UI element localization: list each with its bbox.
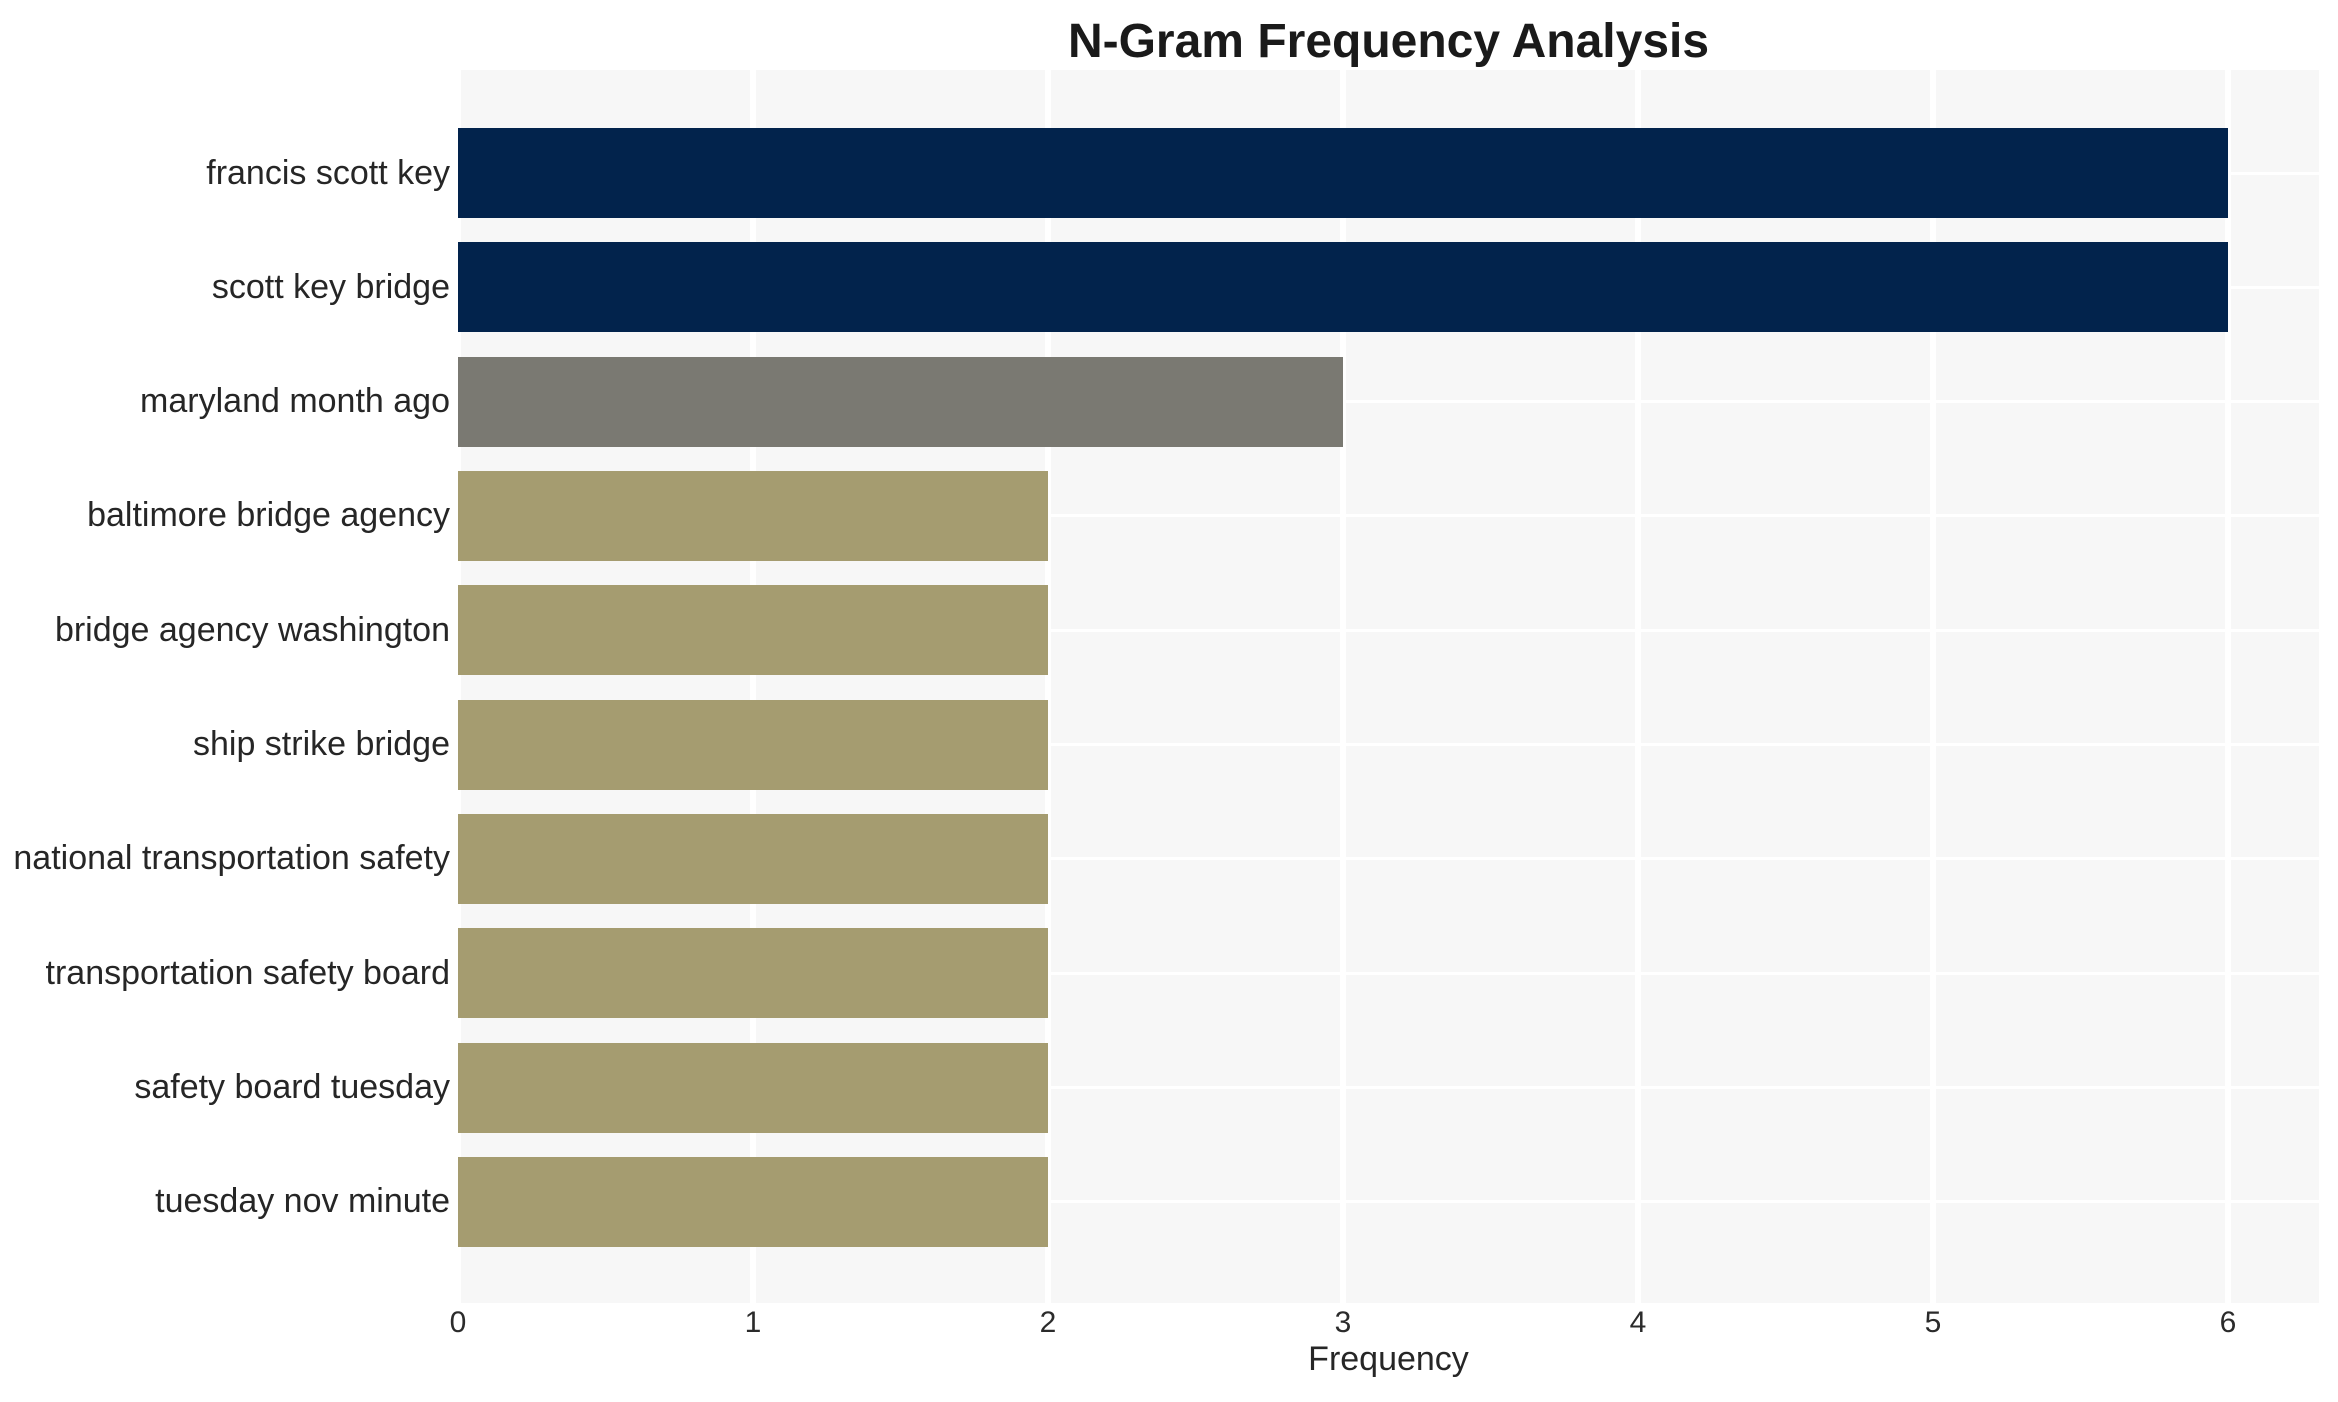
v-gridline — [1635, 70, 1641, 1303]
plot-area — [458, 70, 2319, 1303]
h-gridline — [458, 1200, 2319, 1204]
y-axis-label: maryland month ago — [140, 382, 450, 421]
y-axis-label: national transportation safety — [13, 839, 450, 878]
h-gridline — [458, 743, 2319, 747]
v-gridline — [2225, 70, 2231, 1303]
bar — [458, 928, 1048, 1019]
x-tick-label: 4 — [1629, 1306, 1647, 1339]
y-axis-label: bridge agency washington — [54, 610, 450, 649]
x-tick-label: 0 — [449, 1306, 467, 1339]
y-axis-label: transportation safety board — [45, 953, 450, 992]
bar — [458, 585, 1048, 676]
x-tick-label: 5 — [1924, 1306, 1942, 1339]
bar — [458, 128, 2228, 218]
y-axis-label: tuesday nov minute — [155, 1182, 450, 1221]
bar — [458, 1156, 1048, 1247]
bar — [458, 470, 1048, 561]
x-tick-label: 6 — [2219, 1306, 2237, 1339]
v-gridline — [750, 70, 756, 1303]
x-tick-label: 3 — [1334, 1306, 1352, 1339]
y-axis-label: scott key bridge — [211, 267, 450, 306]
bar — [458, 699, 1048, 790]
y-axis-label: francis scott key — [206, 153, 450, 192]
bar — [458, 356, 1343, 447]
h-gridline — [458, 628, 2319, 632]
v-gridline — [1045, 70, 1051, 1303]
h-gridline — [458, 400, 2319, 404]
y-axis-label: baltimore bridge agency — [87, 496, 450, 535]
v-gridline — [458, 70, 461, 1303]
h-gridline — [458, 514, 2319, 518]
x-tick-label: 2 — [1039, 1306, 1057, 1339]
y-axis-label: safety board tuesday — [134, 1068, 450, 1107]
v-gridline — [1930, 70, 1936, 1303]
v-gridline — [1340, 70, 1346, 1303]
bar — [458, 242, 2228, 333]
bar — [458, 1042, 1048, 1133]
chart-title: N-Gram Frequency Analysis — [1067, 15, 1710, 68]
y-axis-label: ship strike bridge — [192, 725, 450, 764]
bar — [458, 813, 1048, 904]
x-axis-title: Frequency — [1308, 1340, 1469, 1378]
h-gridline — [458, 1086, 2319, 1090]
h-gridline — [458, 857, 2319, 861]
x-tick-label: 1 — [744, 1306, 762, 1339]
h-gridline — [458, 971, 2319, 975]
